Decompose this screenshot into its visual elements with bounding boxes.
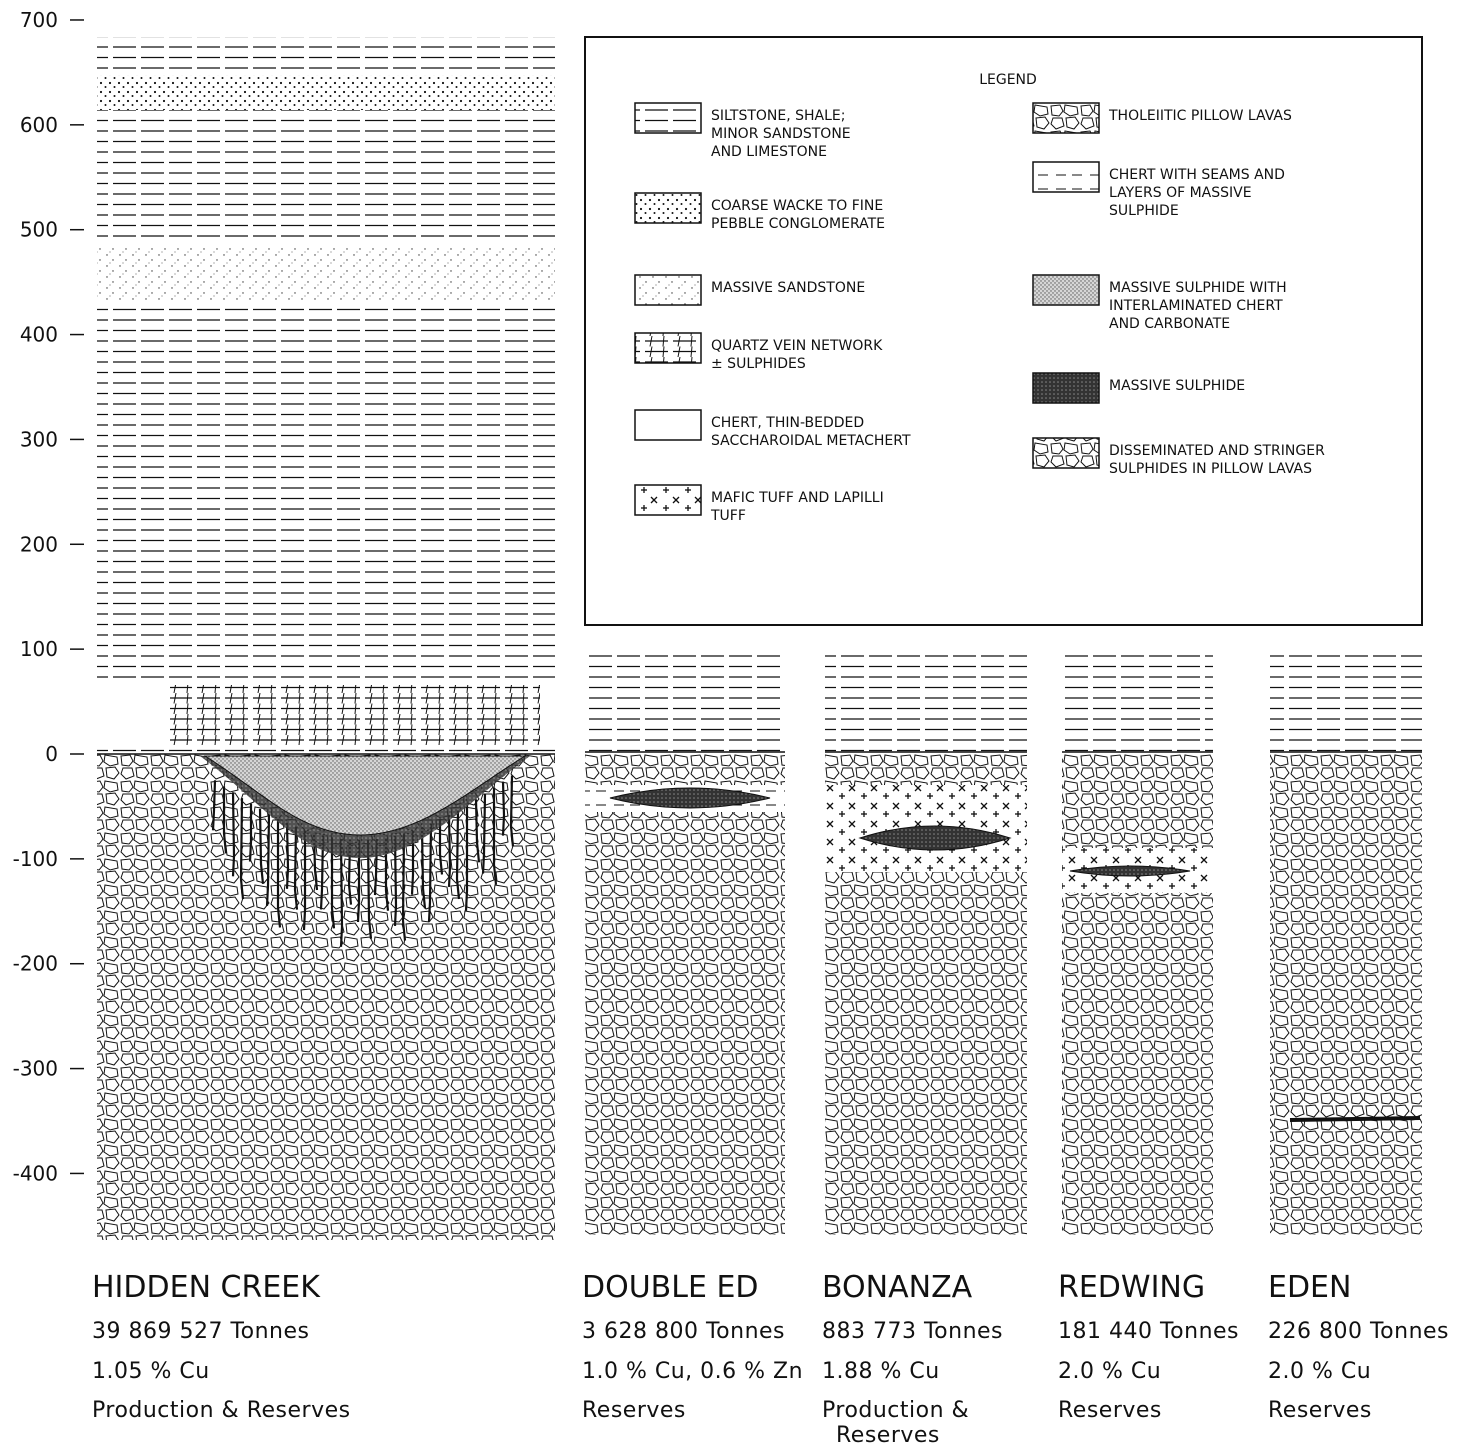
depth-label: 100: [20, 637, 58, 661]
legend-label: AND CARBONATE: [1109, 316, 1230, 332]
deposit-status: Reserves: [582, 1398, 686, 1423]
deposit-name: HIDDEN CREEK: [92, 1270, 321, 1305]
deposit-name: EDEN: [1268, 1270, 1351, 1305]
depth-label: -100: [13, 847, 58, 871]
sulphide-seam: [1290, 1118, 1420, 1120]
deposit-status: Production & Reserves: [92, 1398, 351, 1423]
deposit-tonnage: 3 628 800 Tonnes: [582, 1319, 785, 1344]
legend-swatch: [1033, 275, 1099, 305]
legend-label: QUARTZ VEIN NETWORK: [711, 338, 883, 354]
legend-label: COARSE WACKE TO FINE: [711, 198, 883, 214]
legend-label: THOLEIITIC PILLOW LAVAS: [1108, 108, 1292, 124]
deposit-grade: 2.0 % Cu: [1268, 1359, 1371, 1384]
deposit-name: DOUBLE ED: [582, 1270, 759, 1305]
deposit-tonnage: 181 440 Tonnes: [1058, 1319, 1239, 1344]
stringer: [250, 804, 251, 862]
legend: LEGEND SILTSTONE, SHALE; MINOR SANDSTONE A…: [585, 37, 1422, 625]
legend-swatch: [1033, 162, 1099, 192]
deposit-grade: 1.05 % Cu: [92, 1359, 210, 1384]
deposit-tonnage: 39 869 527 Tonnes: [92, 1319, 310, 1344]
deposit-status: Reserves: [1268, 1398, 1372, 1423]
pillow-lavas: [585, 754, 785, 1235]
geologic-sections: 700 600 500 400 300 200 100 0 -100 -200 -300 -400 L…: [0, 0, 1469, 1446]
legend-label: CHERT, THIN-BEDDED: [711, 415, 864, 431]
siltstone: [1270, 650, 1422, 745]
depth-label: 0: [45, 742, 58, 766]
legend-swatch: [635, 103, 701, 133]
depth-label: -300: [13, 1057, 58, 1081]
sandstone: [97, 245, 555, 300]
siltstone: [585, 650, 785, 745]
deposit-grade: 1.0 % Cu, 0.6 % Zn: [582, 1359, 803, 1384]
pillow-lavas: [1062, 754, 1213, 1235]
depth-label: 700: [20, 8, 58, 32]
legend-swatch: [635, 275, 701, 305]
depth-label: 600: [20, 113, 58, 137]
chert: [97, 745, 555, 754]
siltstone: [97, 37, 555, 75]
deposit-grade: 2.0 % Cu: [1058, 1359, 1161, 1384]
deposit-status: Production &: [822, 1398, 969, 1423]
siltstone: [1062, 650, 1213, 745]
siltstone: [97, 110, 555, 245]
legend-label: SILTSTONE, SHALE;: [711, 108, 845, 124]
legend-label: MASSIVE SANDSTONE: [711, 280, 865, 296]
stringer: [233, 792, 234, 876]
deposit-labels: HIDDEN CREEK 39 869 527 Tonnes 1.05 % Cu Pr…: [92, 1270, 1449, 1446]
stringer: [503, 782, 504, 836]
legend-label: AND LIMESTONE: [711, 144, 827, 160]
legend-label: ± SULPHIDES: [711, 356, 806, 372]
siltstone: [97, 300, 555, 685]
legend-label: TUFF: [710, 508, 746, 524]
deposit-status: Reserves: [1058, 1398, 1162, 1423]
depth-label: 400: [20, 323, 58, 347]
deposit-tonnage: 883 773 Tonnes: [822, 1319, 1003, 1344]
legend-label: PEBBLE CONGLOMERATE: [711, 216, 885, 232]
wacke: [97, 75, 555, 110]
stringer: [466, 805, 467, 911]
legend-title: LEGEND: [979, 72, 1037, 88]
stringer: [304, 830, 305, 930]
legend-swatch: [1033, 438, 1099, 468]
stringer: [287, 823, 288, 889]
legend-label: MAFIC TUFF AND LAPILLI: [711, 490, 884, 506]
legend-label: SACCHAROIDAL METACHERT: [711, 433, 911, 449]
siltstone: [825, 650, 1027, 745]
depth-label: 500: [20, 218, 58, 242]
legend-label: SULPHIDE: [1109, 203, 1179, 219]
legend-swatch: [1033, 373, 1099, 403]
legend-swatch: [635, 193, 701, 223]
deposit-name: BONANZA: [822, 1270, 973, 1305]
deposit-tonnage: 226 800 Tonnes: [1268, 1319, 1449, 1344]
depth-label: 200: [20, 532, 58, 556]
legend-swatch: [635, 485, 701, 515]
depth-label: 300: [20, 427, 58, 451]
legend-label: MASSIVE SULPHIDE: [1109, 378, 1245, 394]
quartz-veins: [170, 685, 540, 745]
legend-swatch: [635, 410, 701, 440]
deposit-name: REDWING: [1058, 1270, 1205, 1305]
deposit-grade: 1.88 % Cu: [822, 1359, 940, 1384]
depth-axis: 700 600 500 400 300 200 100 0 -100 -200 -300 -400: [13, 8, 84, 1185]
legend-label: CHERT WITH SEAMS AND: [1109, 167, 1285, 183]
legend-label: INTERLAMINATED CHERT: [1109, 298, 1283, 314]
pillow-lavas: [1270, 754, 1422, 1235]
legend-label: MASSIVE SULPHIDE WITH: [1109, 280, 1287, 296]
depth-label: -400: [13, 1161, 58, 1185]
legend-swatch: [1033, 103, 1099, 133]
deposit-status: Reserves: [836, 1423, 940, 1446]
depth-label: -200: [13, 952, 58, 976]
legend-swatch: [635, 333, 701, 363]
legend-label: MINOR SANDSTONE: [711, 126, 851, 142]
stringer: [449, 815, 450, 887]
legend-label: DISSEMINATED AND STRINGER: [1109, 443, 1325, 459]
legend-label: LAYERS OF MASSIVE: [1109, 185, 1252, 201]
legend-label: SULPHIDES IN PILLOW LAVAS: [1109, 461, 1312, 477]
